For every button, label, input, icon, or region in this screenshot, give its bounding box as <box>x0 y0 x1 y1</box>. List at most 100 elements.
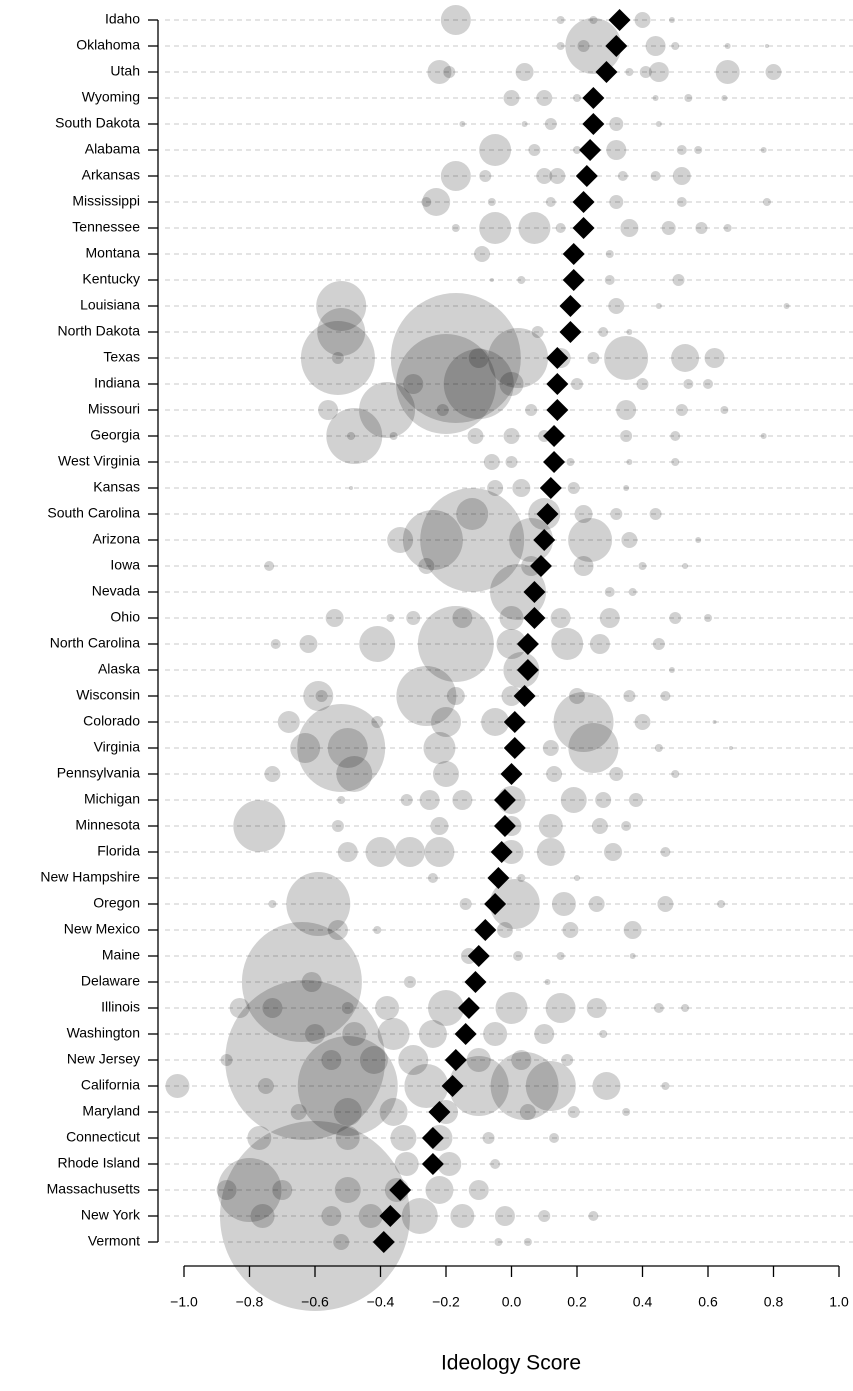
bubble <box>623 690 636 702</box>
x-tick-label: 0.8 <box>764 1294 784 1310</box>
bubble <box>657 896 674 912</box>
bubble <box>519 1104 536 1120</box>
bubble <box>165 1074 190 1098</box>
x-tick-label: −1.0 <box>170 1294 198 1310</box>
bubble <box>592 1072 621 1100</box>
bubble <box>565 18 622 74</box>
bubble <box>556 42 565 50</box>
bubble <box>654 744 663 752</box>
bubble <box>721 95 728 101</box>
bubble <box>684 94 693 102</box>
bubble <box>550 608 571 628</box>
bubble <box>483 1022 508 1046</box>
bubble <box>468 348 489 368</box>
bubble <box>636 378 649 390</box>
bubble <box>598 327 609 337</box>
bubble <box>536 838 565 866</box>
bubble <box>604 843 623 861</box>
bubble <box>318 400 339 420</box>
bubble <box>400 794 413 806</box>
x-tick-label: 0.2 <box>567 1294 587 1310</box>
bubble <box>595 792 612 808</box>
bubble <box>403 976 416 988</box>
bubble <box>671 458 680 466</box>
bubble <box>634 12 651 28</box>
y-tick-label: Minnesota <box>75 817 140 833</box>
state-mean <box>500 763 523 785</box>
y-tick-label: South Carolina <box>47 505 140 521</box>
bubble <box>604 275 615 285</box>
bubble <box>652 95 659 101</box>
y-tick-label: Colorado <box>83 713 140 729</box>
bubble <box>567 1106 580 1118</box>
bubble <box>430 817 449 835</box>
bubble <box>443 66 456 78</box>
state-mean <box>523 581 546 603</box>
bubble <box>586 998 607 1018</box>
bubble <box>728 746 733 750</box>
state-mean <box>474 919 497 941</box>
state-mean <box>516 633 539 655</box>
bubble <box>315 690 328 702</box>
bubble <box>452 608 473 628</box>
bubble <box>783 303 790 309</box>
state-mean <box>523 607 546 629</box>
bubble <box>331 820 344 832</box>
bubble <box>676 197 687 207</box>
bubble <box>668 667 675 673</box>
bubble <box>347 432 356 440</box>
bubble <box>419 790 440 810</box>
bubble <box>682 563 689 569</box>
bubble <box>760 433 767 439</box>
bubble <box>566 458 575 466</box>
bubble <box>342 1022 367 1046</box>
bubble <box>568 723 619 773</box>
bubble <box>423 732 456 764</box>
bubble <box>290 733 321 763</box>
bubble <box>549 1133 560 1143</box>
bubble <box>551 628 584 660</box>
bubble <box>490 564 547 620</box>
y-tick-label: Idaho <box>105 11 140 27</box>
bubble <box>517 874 526 882</box>
bubble <box>341 1002 354 1014</box>
bubble <box>573 146 581 154</box>
bubble <box>467 428 484 444</box>
bubble <box>587 352 600 364</box>
axes: Idaho Oklahoma Utah Wyoming South Dakota Alab… <box>40 11 849 1310</box>
bubble <box>534 1024 555 1044</box>
bubble <box>542 740 559 756</box>
state-mean <box>490 841 513 863</box>
bubble <box>349 486 354 490</box>
bubble <box>250 1204 275 1228</box>
state-mean <box>546 347 569 369</box>
state-mean <box>562 269 585 291</box>
bubble <box>661 1082 670 1090</box>
bubble <box>571 378 583 390</box>
bubble <box>670 431 681 441</box>
y-tick-label: Wisconsin <box>76 687 140 703</box>
bubble <box>490 1159 501 1169</box>
bubble <box>220 1121 410 1311</box>
bubble <box>494 1206 515 1226</box>
bubble <box>446 687 465 705</box>
x-tick-label: 1.0 <box>829 1294 849 1310</box>
state-mean <box>529 555 552 577</box>
y-tick-label: Oregon <box>93 895 140 911</box>
bubble <box>765 64 782 80</box>
bubble <box>336 756 373 792</box>
bubble <box>672 167 691 185</box>
state-mean <box>428 1101 451 1123</box>
bubble <box>418 1020 447 1048</box>
bubble <box>436 404 449 416</box>
bubble <box>622 1108 631 1116</box>
bubble <box>440 5 471 35</box>
bubble <box>655 303 662 309</box>
bubble <box>518 212 551 244</box>
bubble <box>479 134 512 166</box>
bubble <box>704 614 712 622</box>
bubble <box>544 979 551 985</box>
bubble <box>217 1158 282 1222</box>
bubble <box>481 708 510 736</box>
y-tick-label: Virginia <box>94 739 141 755</box>
